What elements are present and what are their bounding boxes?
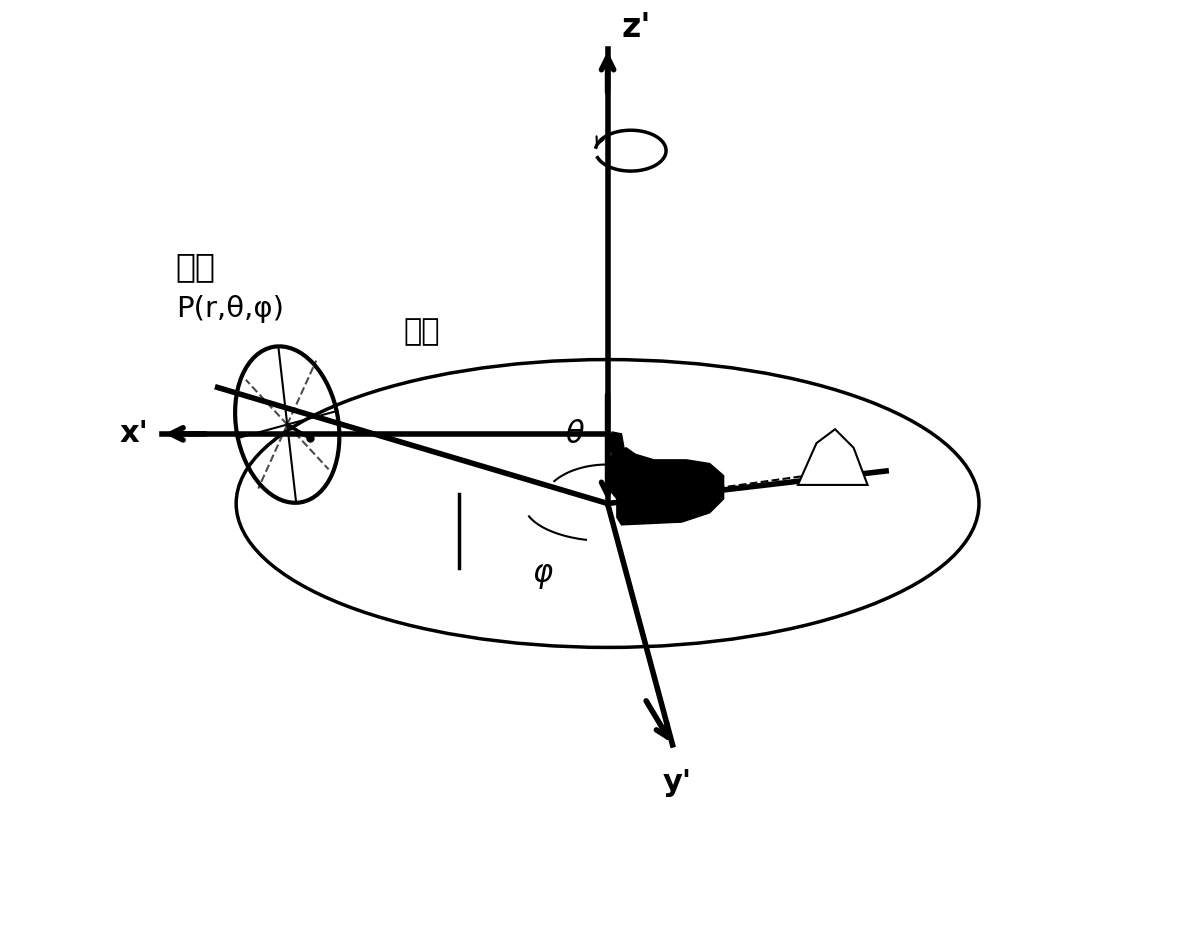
Text: 极化: 极化 (403, 317, 439, 346)
Text: x': x' (119, 419, 148, 448)
Polygon shape (798, 430, 867, 485)
Text: φ: φ (532, 560, 552, 589)
Text: y': y' (663, 768, 691, 797)
Text: θ: θ (565, 420, 584, 449)
Polygon shape (605, 447, 723, 525)
Text: 雷达: 雷达 (176, 250, 216, 283)
Text: P(r,θ,φ): P(r,θ,φ) (176, 295, 284, 322)
Text: z': z' (622, 11, 651, 44)
Polygon shape (608, 432, 627, 459)
